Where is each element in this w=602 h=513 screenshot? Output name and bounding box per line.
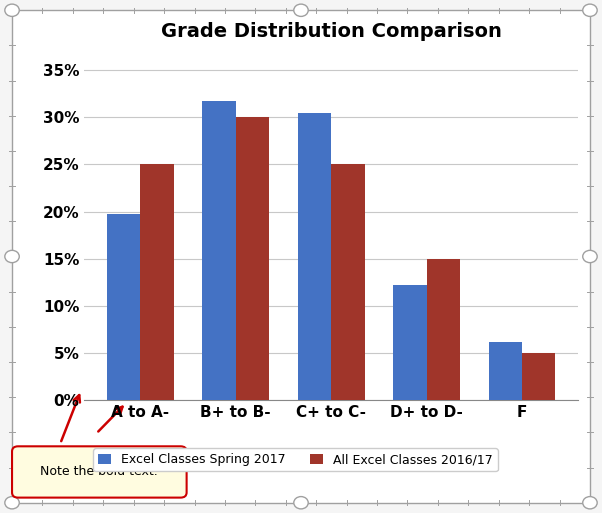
Bar (427, 259, 460, 400)
Circle shape (5, 4, 19, 16)
Bar (393, 285, 427, 400)
Title: Grade Distribution Comparison: Grade Distribution Comparison (161, 23, 501, 42)
Bar (202, 101, 235, 400)
Bar (140, 165, 173, 400)
Bar (331, 165, 365, 400)
Circle shape (5, 497, 19, 509)
Circle shape (294, 4, 308, 16)
FancyBboxPatch shape (12, 446, 187, 498)
Bar (297, 112, 331, 400)
Bar (107, 214, 140, 400)
Legend: Excel Classes Spring 2017, All Excel Classes 2016/17: Excel Classes Spring 2017, All Excel Cla… (93, 448, 498, 471)
Text: Note the bold text.: Note the bold text. (40, 465, 158, 479)
Bar (522, 353, 556, 400)
FancyBboxPatch shape (12, 10, 590, 503)
Circle shape (5, 250, 19, 263)
Circle shape (583, 497, 597, 509)
Circle shape (583, 250, 597, 263)
Bar (489, 342, 522, 400)
Circle shape (294, 497, 308, 509)
Bar (235, 117, 269, 400)
Circle shape (583, 4, 597, 16)
